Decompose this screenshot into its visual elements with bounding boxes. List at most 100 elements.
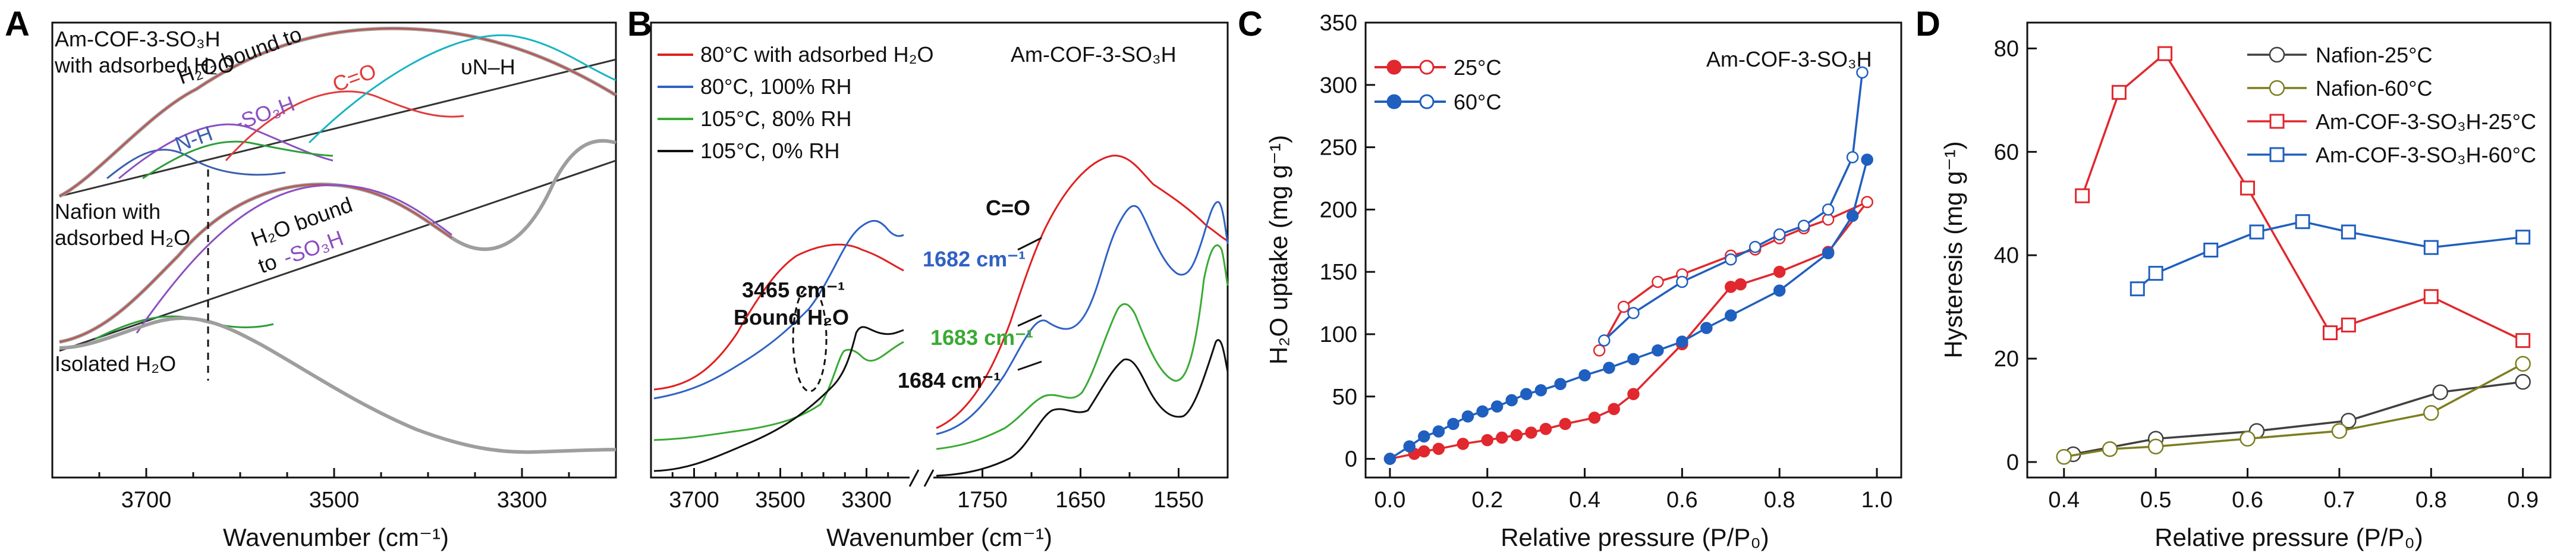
panel-c-data-point	[1773, 265, 1786, 278]
panel-b-x-label: Wavenumber (cm⁻¹)	[826, 523, 1052, 551]
panel-c-y-tick-label: 100	[1320, 322, 1357, 347]
panel-c-data-point	[1652, 344, 1664, 357]
panel-b-left-black-spectrum	[653, 326, 904, 472]
panel-d-legend-entry: Nafion-60°C	[2316, 76, 2433, 101]
panel-c-data-point	[1457, 438, 1470, 450]
panel-a-top-so3h-component	[118, 123, 334, 180]
panel-a-top-so3h-label: -SO₃H	[231, 91, 298, 135]
panel-a-letter: A	[5, 5, 30, 43]
panel-c-y-tick-label: 350	[1320, 11, 1357, 36]
panel-a-top-vnh-component	[308, 34, 617, 144]
panel-a-x-tick-label: 3300	[497, 488, 548, 513]
panel-d-y-tick-label: 80	[1994, 36, 2019, 61]
panel-d-legend: Nafion-25°C Nafion-60°C Am-COF-3-SO₃H-25°C…	[2247, 43, 2536, 167]
panel-d-x-tick-label: 0.8	[2415, 488, 2447, 513]
panel-c-data-point	[1447, 417, 1460, 431]
panel-c-y-tick-label: 50	[1332, 385, 1357, 410]
panel-d-legend-entry: Am-COF-3-SO₃H-60°C	[2316, 143, 2536, 167]
panel-d-data-point	[2157, 46, 2173, 61]
panel-d-data-point	[2240, 431, 2256, 447]
panel-c-y-label: H₂O uptake (mg g⁻¹)	[1265, 135, 1292, 365]
panel-b-x-tick-label: 3700	[669, 488, 719, 513]
panel-d-data-point	[2423, 289, 2439, 304]
panel-c-data-point	[1822, 203, 1835, 216]
panel-d-data-point	[2111, 84, 2127, 100]
panel-d-data-point	[2423, 405, 2439, 421]
panel-c-x-label: Relative pressure (P/P₀)	[1501, 523, 1769, 551]
panel-c-data-point	[1525, 426, 1537, 439]
panel-b-bound-wavenumber-label: 3465 cm⁻¹	[742, 278, 845, 302]
panel-c-data-point	[1725, 253, 1737, 266]
panel-c-legend: 25°C 60°C	[1375, 55, 1501, 114]
panel-d-legend-entry: Nafion-25°C	[2316, 43, 2433, 67]
panel-d-x-label: Relative pressure (P/P₀)	[2154, 523, 2423, 551]
panel-c-x-tick-label: 0.4	[1569, 488, 1600, 513]
panel-c-data-point	[1593, 344, 1606, 357]
panel-b-peak-black-arrow	[1017, 360, 1042, 371]
panel-c-series	[1383, 66, 1873, 465]
panel-a-x-label: Wavenumber (cm⁻¹)	[223, 523, 449, 551]
panel-c-data-point	[1578, 369, 1591, 382]
panel-c-data-point	[1627, 388, 1640, 400]
panel-c-data-point	[1476, 405, 1489, 418]
panel-c-data-point	[1861, 153, 1873, 166]
panel-c-data-point	[1505, 394, 1518, 407]
panel-c-y-tick-label: 150	[1320, 260, 1357, 285]
panel-d-data-point	[2515, 230, 2531, 245]
panel-c-data-point	[1700, 322, 1713, 334]
panel-c-data-point	[1510, 429, 1523, 441]
panel-d-data-point	[2432, 384, 2448, 400]
panel-c-data-point	[1432, 442, 1445, 456]
panel-b-legend-entry-4: 105°C, 0% RH	[700, 139, 840, 163]
panel-a-isolated-water-curve	[59, 316, 617, 454]
panel-a-baseline-middle	[59, 159, 617, 352]
panel-c-legend-entry-25c: 25°C	[1454, 55, 1501, 80]
panel-c-y-tick-label: 0	[1345, 447, 1357, 472]
panel-a-baseline-top	[59, 58, 617, 197]
panel-a-bottom-label: Isolated H₂O	[55, 351, 176, 376]
panel-b-peak-green-label: 1683 cm⁻¹	[930, 325, 1033, 350]
panel-d-y-tick-label: 0	[2006, 450, 2019, 475]
panel-c-data-point	[1383, 453, 1396, 465]
panel-a-middle-so3h-component	[136, 184, 452, 334]
panel-b-x-tick-label: 1750	[957, 488, 1008, 513]
panel-c-data-point	[1676, 335, 1688, 348]
panel-c-legend-marker-60c-des	[1419, 94, 1435, 109]
panel-c-data-point	[1496, 431, 1508, 444]
panel-d-data-point	[2515, 356, 2531, 372]
panel-d-data-point	[2341, 224, 2356, 240]
panel-c-data-point	[1627, 307, 1640, 319]
panel-b-legend: 80°C with adsorbed H₂O 80°C, 100% RH 105…	[658, 42, 934, 163]
panel-c-legend-marker-60c-ads	[1386, 94, 1402, 109]
panel-c-data-point	[1520, 388, 1533, 400]
panel-d-data-point	[2322, 325, 2338, 341]
panel-d: D 0.4 0.5 0.6 0.7 0.8 0.9 0 20 40 60 80 Relative p…	[1916, 5, 2552, 551]
panel-c-frame	[1364, 21, 1902, 479]
panel-c-data-point	[1861, 196, 1873, 209]
panel-b-legend-entry-2: 80°C, 100% RH	[700, 74, 852, 99]
panel-c-data-point	[1773, 284, 1786, 297]
panel-b-right-blue-spectrum	[936, 201, 1229, 435]
panel-c-data-point	[1773, 228, 1786, 241]
panel-d-x-tick-label: 0.5	[2140, 488, 2172, 513]
panel-b-x-ticks: 3700 3500 3300 1750 1650 1550	[669, 468, 1204, 513]
panel-b-peak-green-arrow	[1017, 314, 1042, 327]
panel-c-data-point	[1432, 425, 1445, 438]
panel-d-data-point	[2102, 441, 2118, 457]
panel-d-legend-marker	[2269, 46, 2285, 63]
panel-a-top-nh-label: N-H	[172, 121, 216, 156]
panel-c-axes: 0.0 0.2 0.4 0.6 0.8 1.0 0 50 100 150 200 250 300 350	[1320, 11, 1893, 513]
panel-c-x-tick-label: 0.2	[1471, 488, 1503, 513]
panel-c-legend-marker-25c-des	[1419, 59, 1435, 75]
panel-d-series-line-2	[2081, 52, 2524, 342]
panel-c-x-tick-label: 0.8	[1764, 488, 1795, 513]
panel-b-bound-water-ellipse	[792, 285, 828, 392]
panel-b-right-green-spectrum	[936, 244, 1229, 450]
panel-c-x-tick-label: 0.0	[1375, 488, 1406, 513]
panel-b-left-green-spectrum	[653, 341, 904, 441]
panel-c-data-point	[1846, 151, 1859, 164]
panel-a-top-label-1: Am-COF-3-SO₃H	[55, 27, 221, 51]
panel-c-data-point	[1403, 440, 1416, 453]
panel-a-middle-label-2: adsorbed H₂O	[55, 225, 190, 250]
panel-b-legend-entry-3: 105°C, 80% RH	[700, 106, 852, 131]
